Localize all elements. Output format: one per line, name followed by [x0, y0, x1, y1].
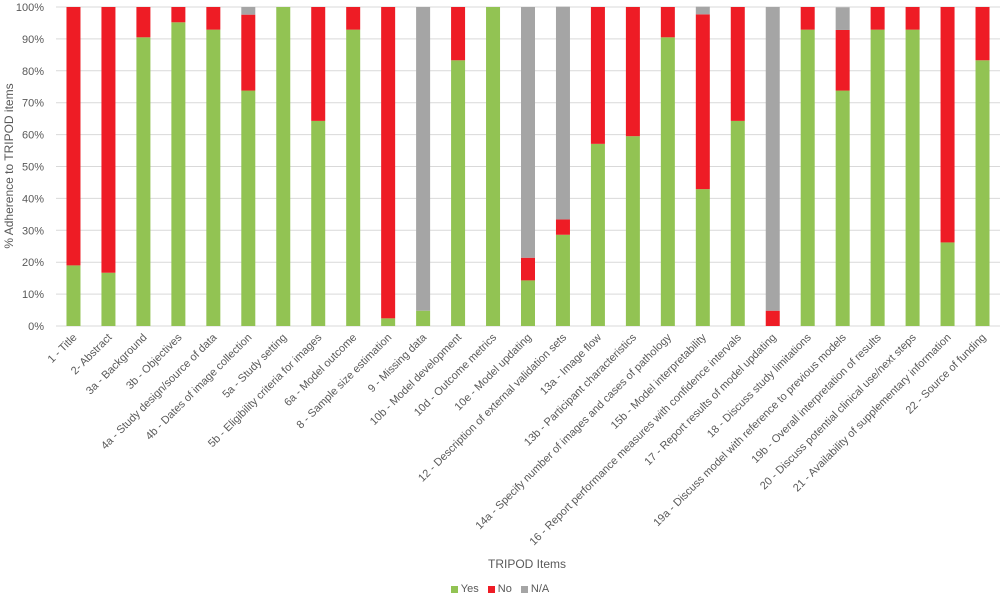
- y-axis-ticks: 0% 10% 20% 30% 40% 50% 60% 70% 80% 90% 100%: [16, 2, 44, 333]
- legend-swatch-yes: [450, 585, 458, 593]
- legend: Yes No N/A: [0, 583, 1000, 596]
- bar-segment-no: [590, 7, 605, 144]
- bar-segment-no: [206, 7, 221, 30]
- bar-segment-na: [835, 7, 850, 30]
- bar-segment-yes: [416, 310, 431, 326]
- bar-segment-no: [975, 7, 990, 61]
- y-tick-label: 20%: [22, 257, 44, 269]
- legend-label-na: N/A: [530, 583, 550, 595]
- bar-segment-na: [521, 7, 535, 258]
- y-tick-label: 100%: [16, 2, 44, 14]
- bar-segment-no: [905, 7, 920, 30]
- bar-segment-na: [555, 6, 570, 220]
- bar-segment-no: [730, 7, 745, 121]
- bar-segment-yes: [695, 189, 710, 326]
- bar-segment-yes: [800, 29, 815, 327]
- bar-segment-yes: [975, 60, 990, 326]
- bar-segment-yes: [66, 265, 81, 326]
- bar-segment-no: [940, 7, 955, 243]
- bar-segment-no: [555, 219, 570, 235]
- bar-segment-no: [835, 29, 850, 91]
- bar-segment-yes: [171, 22, 186, 326]
- legend-swatch-no: [487, 585, 495, 593]
- bar-segment-yes: [590, 143, 605, 326]
- bar-segment-yes: [905, 29, 920, 327]
- bar-segment-yes: [381, 318, 396, 326]
- bar-segment-no: [311, 7, 326, 121]
- bar-segment-no: [101, 7, 116, 273]
- y-axis-title: % Adherence to TRIPOD items: [2, 83, 16, 248]
- y-tick-label: 10%: [22, 289, 44, 301]
- y-tick-label: 30%: [22, 225, 44, 237]
- bar-segment-no: [765, 310, 780, 326]
- bar-segment-yes: [276, 7, 291, 326]
- y-tick-label: 90%: [22, 34, 44, 46]
- bar-segment-yes: [486, 7, 501, 326]
- bar-segment-yes: [870, 29, 885, 327]
- legend-item-yes: Yes: [450, 583, 479, 595]
- x-tick-label: 3a - Background: [84, 332, 150, 398]
- bar-segment-no: [66, 7, 81, 266]
- y-tick-label: 50%: [22, 162, 44, 174]
- bar-segment-no: [451, 7, 466, 61]
- bar-segment-na: [416, 7, 431, 311]
- x-axis-title: TRIPOD Items: [488, 557, 566, 571]
- bar-segment-no: [800, 7, 815, 30]
- bar-segment-yes: [555, 234, 570, 326]
- y-tick-label: 60%: [22, 130, 44, 142]
- legend-item-na: N/A: [520, 583, 550, 595]
- bar-segment-no: [660, 7, 675, 38]
- bar-segment-no: [521, 257, 535, 281]
- bar-segment-yes: [101, 272, 116, 326]
- bar-segment-no: [381, 7, 396, 319]
- bars: [66, 6, 990, 327]
- bar-segment-no: [171, 7, 186, 23]
- stacked-bar-chart: 0% 10% 20% 30% 40% 50% 60% 70% 80% 90% 100% 1 - Ti…: [2, 2, 1000, 571]
- bar-segment-yes: [835, 90, 850, 326]
- legend-swatch-na: [520, 585, 528, 593]
- y-tick-label: 0%: [28, 321, 44, 333]
- bar-segment-yes: [660, 37, 675, 327]
- y-tick-label: 80%: [22, 66, 44, 78]
- bar-segment-no: [695, 14, 710, 190]
- bar-segment-na: [695, 6, 710, 15]
- bar-segment-yes: [625, 136, 640, 326]
- bar-segment-yes: [241, 90, 256, 326]
- bar-segment-na: [241, 7, 256, 15]
- x-tick-label: 13a - Image flow: [538, 332, 604, 398]
- legend-item-no: No: [487, 583, 512, 595]
- bar-segment-na: [765, 7, 780, 311]
- bar-segment-no: [241, 14, 256, 91]
- bar-segment-yes: [730, 120, 745, 327]
- bar-segment-yes: [451, 60, 466, 326]
- legend-label-no: No: [497, 583, 512, 595]
- bar-segment-no: [625, 7, 640, 137]
- x-tick-label: 19b - Overall interpretation of results: [749, 331, 884, 466]
- bar-segment-yes: [346, 29, 361, 327]
- x-tick-label: 5a - Study setting: [220, 332, 289, 401]
- bar-segment-yes: [311, 120, 326, 327]
- y-tick-label: 70%: [22, 98, 44, 110]
- bar-segment-no: [870, 7, 885, 30]
- x-tick-label: 1 - Title: [46, 332, 80, 366]
- legend-label-yes: Yes: [460, 583, 479, 595]
- bar-segment-no: [346, 7, 361, 30]
- bar-segment-yes: [940, 242, 955, 326]
- bar-segment-yes: [206, 29, 221, 327]
- bar-segment-no: [136, 7, 151, 38]
- bar-segment-yes: [136, 37, 151, 327]
- y-tick-label: 40%: [22, 193, 44, 205]
- bar-segment-yes: [521, 280, 535, 326]
